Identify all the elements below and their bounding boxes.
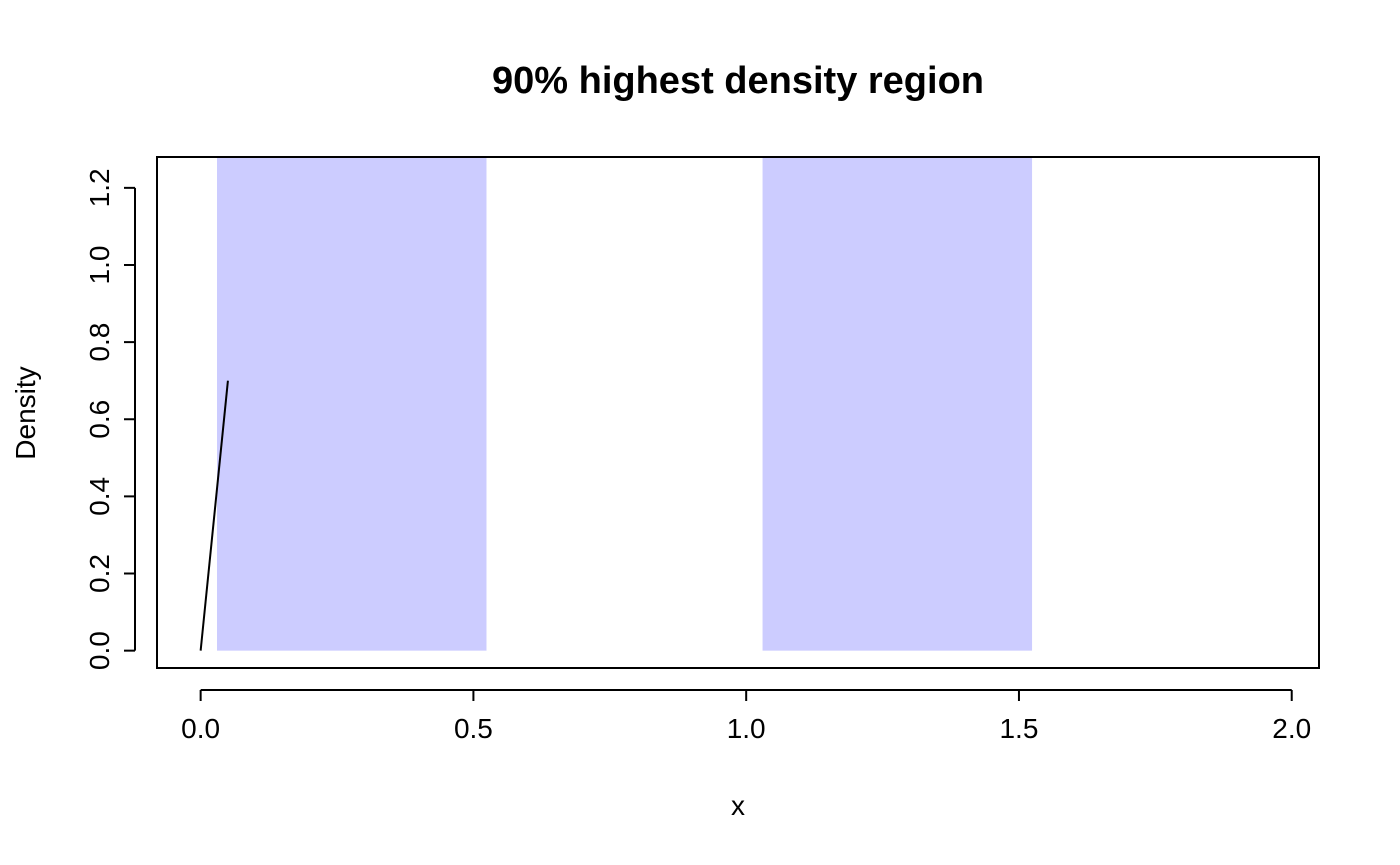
plot-frame xyxy=(156,156,1320,669)
x-tick-label: 0.0 xyxy=(181,713,220,744)
density-curves xyxy=(199,380,229,651)
hdr-region-2 xyxy=(762,158,1033,651)
y-tick-label: 0.6 xyxy=(84,400,115,439)
y-tick-label: 0.8 xyxy=(84,323,115,362)
y-tick-label: 1.0 xyxy=(84,246,115,285)
x-tick-label: 0.5 xyxy=(454,713,493,744)
hdr-region-1 xyxy=(217,158,487,651)
y-axis-label: Density xyxy=(10,366,41,459)
chart-title: 90% highest density region xyxy=(492,60,984,102)
y-tick-label: 1.2 xyxy=(84,168,115,207)
y-tick-label: 0.4 xyxy=(84,477,115,516)
hdr-regions xyxy=(217,158,1033,651)
y-tick-label: 0.2 xyxy=(84,554,115,593)
x-axis: 0.0 0.5 1.0 1.5 2.0 xyxy=(181,689,1311,744)
y-axis: 0.0 0.2 0.4 0.6 0.8 1.0 1.2 xyxy=(84,168,136,670)
y-tick-label: 0.0 xyxy=(84,631,115,670)
x-tick-label: 1.0 xyxy=(727,713,766,744)
density-line-1 xyxy=(199,380,229,651)
x-tick-label: 1.5 xyxy=(999,713,1038,744)
x-axis-label: x xyxy=(731,790,745,821)
x-tick-label: 2.0 xyxy=(1272,713,1311,744)
